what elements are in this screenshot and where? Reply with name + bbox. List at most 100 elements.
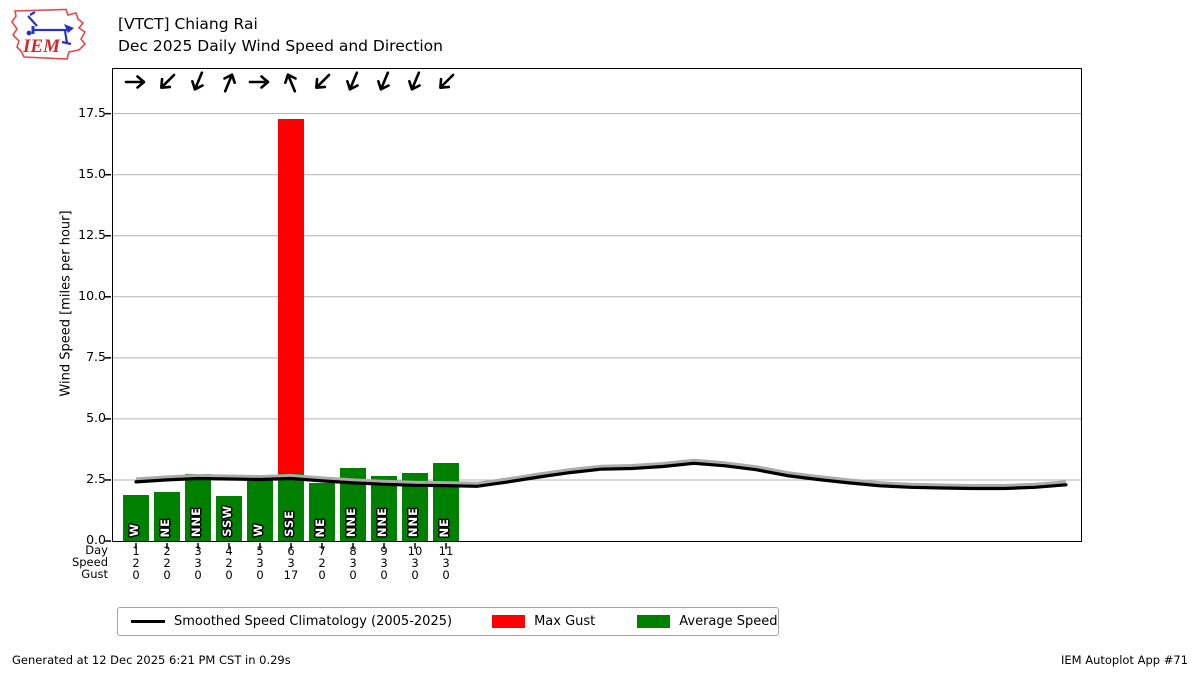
direction-label: NNE <box>344 506 358 537</box>
speed-value: 3 <box>411 556 419 570</box>
avg-speed-bar <box>123 495 149 541</box>
gust-value: 0 <box>225 568 233 582</box>
title-block: [VTCT] Chiang Rai Dec 2025 Daily Wind Sp… <box>118 13 443 57</box>
avg-speed-bar <box>433 463 459 541</box>
wind-vane-icon <box>27 11 74 46</box>
day-number: 6 <box>287 544 295 558</box>
plot-title-period: Dec 2025 Daily Wind Speed and Direction <box>118 37 443 55</box>
speed-value: 2 <box>225 556 233 570</box>
y-tick-label: 12.5 <box>78 226 106 242</box>
y-tick-label: 15.0 <box>78 165 106 181</box>
day-number: 10 <box>407 544 423 558</box>
vane-pivot <box>26 30 32 36</box>
legend-maxgust-swatch <box>492 615 526 628</box>
gust-value: 0 <box>411 568 419 582</box>
gust-row-header: Gust <box>81 567 108 581</box>
day-number: 1 <box>132 544 140 558</box>
wind-arrow-glyph <box>124 75 146 89</box>
y-tick-label: 5.0 <box>86 409 106 425</box>
wind-arrow-glyph <box>223 73 236 93</box>
gust-value: 0 <box>380 568 388 582</box>
y-tick-label: 10.0 <box>78 287 106 303</box>
climatology-shadow <box>135 458 1067 488</box>
gust-bar <box>278 118 304 541</box>
legend-climatology-label: Smoothed Speed Climatology (2005-2025) <box>174 614 453 629</box>
y-tick-label: 17.5 <box>78 104 106 120</box>
wind-arrow <box>346 71 359 91</box>
gust-value: 0 <box>349 568 357 582</box>
legend-avgspeed-swatch <box>637 615 671 628</box>
gust-value: 0 <box>442 568 450 582</box>
legend: Smoothed Speed Climatology (2005-2025) M… <box>117 607 779 636</box>
wind-arrow-glyph <box>315 73 331 89</box>
avg-speed-bar <box>278 473 304 541</box>
direction-label: NNE <box>406 506 420 537</box>
wind-arrow <box>223 73 236 93</box>
wind-arrow-glyph <box>377 71 390 91</box>
avg-speed-bar <box>216 496 242 541</box>
wind-arrow <box>160 73 176 89</box>
day-number: 8 <box>349 544 357 558</box>
day-number: 9 <box>380 544 388 558</box>
gust-value: 17 <box>283 568 299 582</box>
wind-arrow <box>191 71 204 91</box>
day-number: 3 <box>194 544 202 558</box>
speed-value: 2 <box>163 556 171 570</box>
climatology-layer <box>134 458 1068 491</box>
avg-speed-bar <box>371 476 397 541</box>
speed-value: 3 <box>349 556 357 570</box>
speed-value: 2 <box>132 556 140 570</box>
climatology-line <box>134 461 1068 491</box>
y-tick-label: 2.5 <box>86 470 106 486</box>
wind-arrow <box>248 75 270 89</box>
gust-value: 0 <box>132 568 140 582</box>
gust-value: 0 <box>256 568 264 582</box>
day-number: 2 <box>163 544 171 558</box>
gust-value: 0 <box>163 568 171 582</box>
avg-speed-bar <box>185 474 211 541</box>
wind-arrow <box>377 71 390 91</box>
y-tick-label: 7.5 <box>86 348 106 364</box>
direction-label: NE <box>437 517 451 537</box>
day-number: 4 <box>225 544 233 558</box>
speed-value: 3 <box>442 556 450 570</box>
direction-label: SSW <box>220 505 234 537</box>
wind-arrow <box>315 73 331 89</box>
wind-arrow-glyph <box>248 75 270 89</box>
gust-value: 0 <box>318 568 326 582</box>
plot-title-station: [VTCT] Chiang Rai <box>118 15 258 33</box>
wind-arrow-glyph <box>191 71 204 91</box>
wind-arrow <box>124 75 146 89</box>
wind-arrow <box>408 71 421 91</box>
y-tick-label: 0.0 <box>86 532 106 547</box>
avg-speed-bar <box>154 492 180 541</box>
legend-avgspeed-label: Average Speed <box>679 614 778 629</box>
avg-speed-bar <box>309 483 335 541</box>
wind-arrow-glyph <box>439 73 455 89</box>
day-number: 5 <box>256 544 264 558</box>
wind-arrow-glyph <box>408 71 421 91</box>
direction-label: NE <box>313 517 327 537</box>
direction-label: W <box>251 523 265 537</box>
wind-arrow-glyph <box>284 73 297 93</box>
legend-maxgust-label: Max Gust <box>534 614 596 629</box>
direction-label: SSE <box>282 510 296 537</box>
logo-text: IEM <box>22 36 61 57</box>
day-number: 7 <box>318 544 326 558</box>
speed-value: 2 <box>318 556 326 570</box>
legend-line-sample <box>131 620 165 623</box>
speed-row-header: Speed <box>71 555 108 569</box>
generated-timestamp: Generated at 12 Dec 2025 6:21 PM CST in … <box>12 653 291 667</box>
direction-label: NNE <box>189 506 203 537</box>
iem-logo: IEM <box>11 8 87 60</box>
wind-arrow-glyph <box>160 73 176 89</box>
gust-value: 0 <box>194 568 202 582</box>
direction-label: NNE <box>375 506 389 537</box>
wind-arrow <box>284 73 297 93</box>
iowa-outline <box>11 8 87 60</box>
day-number: 11 <box>438 544 454 558</box>
wind-arrow-glyph <box>346 71 359 91</box>
avg-speed-bar <box>247 478 273 541</box>
